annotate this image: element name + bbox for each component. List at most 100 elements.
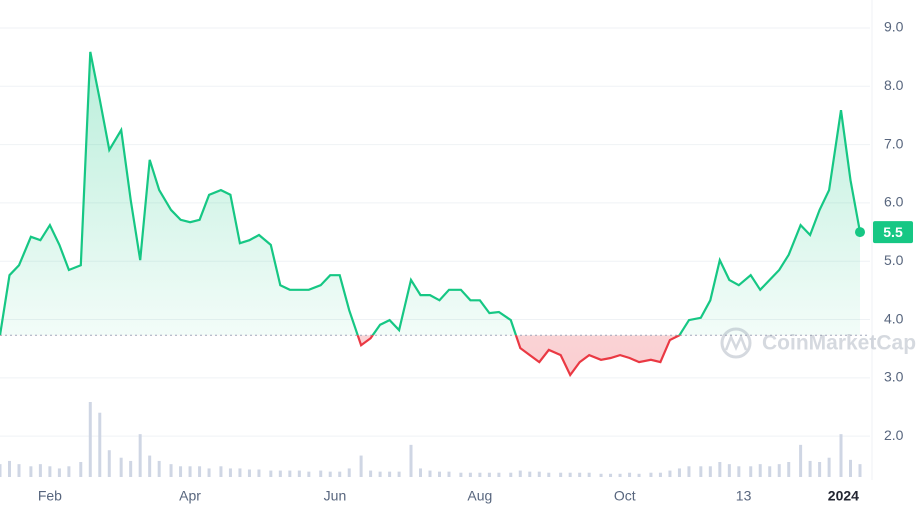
x-tick-label: 13 xyxy=(736,488,752,504)
volume-bar xyxy=(848,459,852,477)
last-point xyxy=(855,227,865,238)
volume-bar xyxy=(409,444,413,477)
volume-bar xyxy=(858,464,862,477)
volume-bar xyxy=(839,434,843,477)
y-tick-label: 2.0 xyxy=(884,427,904,443)
y-tick-label: 6.0 xyxy=(884,194,904,210)
volume-bar xyxy=(388,471,392,477)
y-tick-label: 7.0 xyxy=(884,135,904,151)
volume-bar xyxy=(428,470,432,477)
volume-bar xyxy=(737,466,741,477)
x-tick-label: Aug xyxy=(467,488,492,504)
volume-bar xyxy=(768,466,772,477)
volume-bar xyxy=(98,412,102,477)
volume-bar xyxy=(668,470,672,477)
volume-bar xyxy=(818,462,822,477)
volume-bar xyxy=(369,470,373,477)
price-line-up xyxy=(0,51,862,336)
y-tick-label: 3.0 xyxy=(884,369,904,385)
volume-bar xyxy=(397,471,401,477)
volume-bar xyxy=(447,471,451,477)
volume-bar xyxy=(319,470,323,477)
watermark: CoinMarketCap xyxy=(720,327,916,359)
volume-bar xyxy=(718,462,722,477)
volume-bar xyxy=(378,471,382,477)
volume-bar xyxy=(537,471,541,477)
volume-bar xyxy=(687,466,691,477)
watermark-text: CoinMarketCap xyxy=(762,332,916,355)
volume-bar xyxy=(727,464,731,477)
volume-bar xyxy=(198,466,202,477)
volume-bar xyxy=(297,470,301,477)
volume-bar xyxy=(269,470,273,477)
volume-bar xyxy=(658,472,662,477)
volume-bar xyxy=(509,472,513,477)
volume-bar xyxy=(518,470,522,477)
volume-bar xyxy=(799,444,803,477)
volume-bar xyxy=(288,470,292,477)
volume-bar xyxy=(777,464,781,477)
volume-bar xyxy=(29,466,33,477)
volume-bar xyxy=(587,472,591,477)
last-label: 5.5 xyxy=(883,224,903,240)
area-up xyxy=(0,51,860,336)
volume-bar xyxy=(347,468,351,477)
volume-bar xyxy=(338,471,342,477)
volume-bar xyxy=(459,472,463,477)
last-label-box xyxy=(873,221,913,244)
volume-bar xyxy=(328,471,332,477)
volume-bar xyxy=(48,466,52,477)
volume-bar xyxy=(758,464,762,477)
volume-bar xyxy=(179,466,183,477)
x-tick-label: Oct xyxy=(614,488,636,504)
volume-bar xyxy=(257,469,261,477)
y-tick-label: 5.0 xyxy=(884,252,904,268)
volume-bar xyxy=(599,473,603,477)
volume-bar xyxy=(699,466,703,477)
volume-bar xyxy=(649,472,653,477)
volume-bar xyxy=(559,472,563,477)
volume-bar xyxy=(219,466,223,477)
volume-bar xyxy=(528,471,532,477)
volume-bar xyxy=(808,460,812,477)
volume-bar xyxy=(637,473,641,477)
volume-bar xyxy=(438,471,442,477)
volume-bar xyxy=(129,460,133,477)
volume-bar xyxy=(628,472,632,477)
volume-bar xyxy=(708,466,712,477)
volume-bar xyxy=(418,468,422,477)
volume-bar xyxy=(38,464,42,477)
volume-bar xyxy=(119,457,123,477)
volume-bar xyxy=(787,462,791,477)
volume-bar xyxy=(238,468,242,477)
volume-bar xyxy=(0,464,2,477)
volume-bar xyxy=(618,473,622,477)
volume-bar xyxy=(17,464,21,477)
volume-bar xyxy=(307,471,311,477)
volume-bar xyxy=(138,434,142,477)
volume-bar xyxy=(157,460,161,477)
volume-bar xyxy=(827,457,831,477)
x-tick-label: Jun xyxy=(324,488,347,504)
volume-bar xyxy=(88,402,92,477)
volume-bar xyxy=(749,466,753,477)
volume-bar xyxy=(79,462,83,477)
volume-bar xyxy=(228,468,232,477)
volume-bar xyxy=(359,455,363,477)
volume-bar xyxy=(468,472,472,477)
volume-bar xyxy=(278,470,282,477)
x-tick-label: Feb xyxy=(38,488,62,504)
volume-bar xyxy=(578,472,582,477)
x-tick-label: 2024 xyxy=(828,488,859,504)
volume-bar xyxy=(57,468,61,477)
volume-bar xyxy=(67,466,71,477)
volume-bar xyxy=(148,455,152,477)
y-tick-label: 4.0 xyxy=(884,310,904,326)
volume-bar xyxy=(478,472,482,477)
volume-bar xyxy=(8,460,12,477)
x-tick-label: Apr xyxy=(179,488,201,504)
volume-bar xyxy=(547,472,551,477)
volume-bar xyxy=(247,469,251,477)
volume-bar xyxy=(568,472,572,477)
